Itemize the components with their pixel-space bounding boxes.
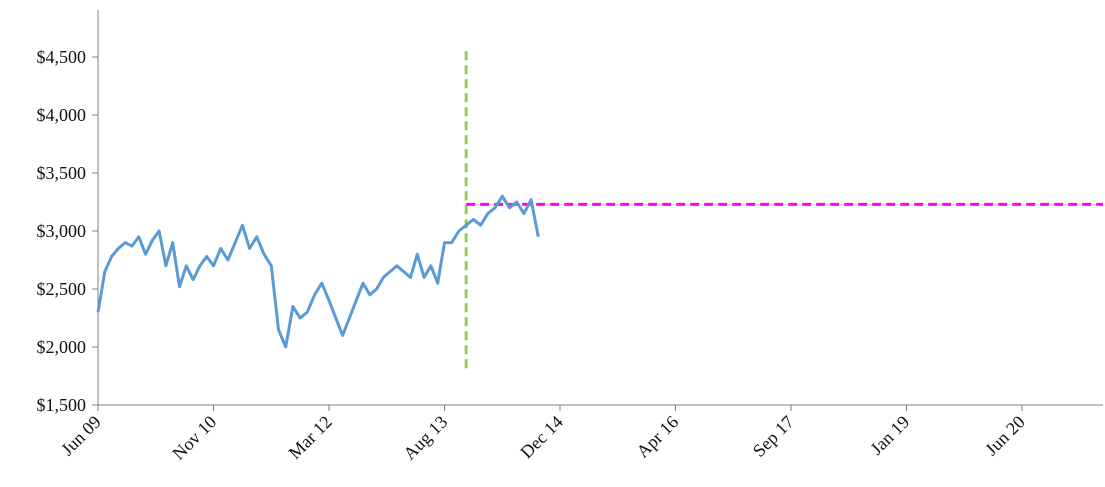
x-tick-label: Nov 10 xyxy=(168,412,220,464)
x-tick-label: Sep 17 xyxy=(749,412,798,461)
y-tick-label: $3,500 xyxy=(37,163,87,183)
x-tick-label: Apr 16 xyxy=(632,412,682,462)
y-tick-label: $3,000 xyxy=(37,221,87,241)
y-tick-label: $1,500 xyxy=(37,395,87,415)
x-tick-label: Jan 19 xyxy=(866,412,913,459)
series-line xyxy=(96,194,540,349)
y-tick-label: $4,500 xyxy=(37,47,87,67)
x-tick-label: Jun 09 xyxy=(57,412,105,460)
y-axis: $1,500 $2,000 $2,500 $3,000 $3,500 $4,000 $4,5… xyxy=(37,10,99,415)
y-tick-label: $4,000 xyxy=(37,105,87,125)
x-axis: Jun 09 Nov 10 Mar 12 Aug 13 Dec 14 Apr 16 Sep … xyxy=(57,404,1103,464)
x-tick-label: Mar 12 xyxy=(285,412,336,463)
x-tick-label: Jun 20 xyxy=(981,412,1029,460)
y-tick-label: $2,000 xyxy=(37,337,87,357)
y-tick-label: $2,500 xyxy=(37,279,87,299)
x-tick-label: Dec 14 xyxy=(516,412,567,463)
x-tick-label: Aug 13 xyxy=(399,412,451,464)
